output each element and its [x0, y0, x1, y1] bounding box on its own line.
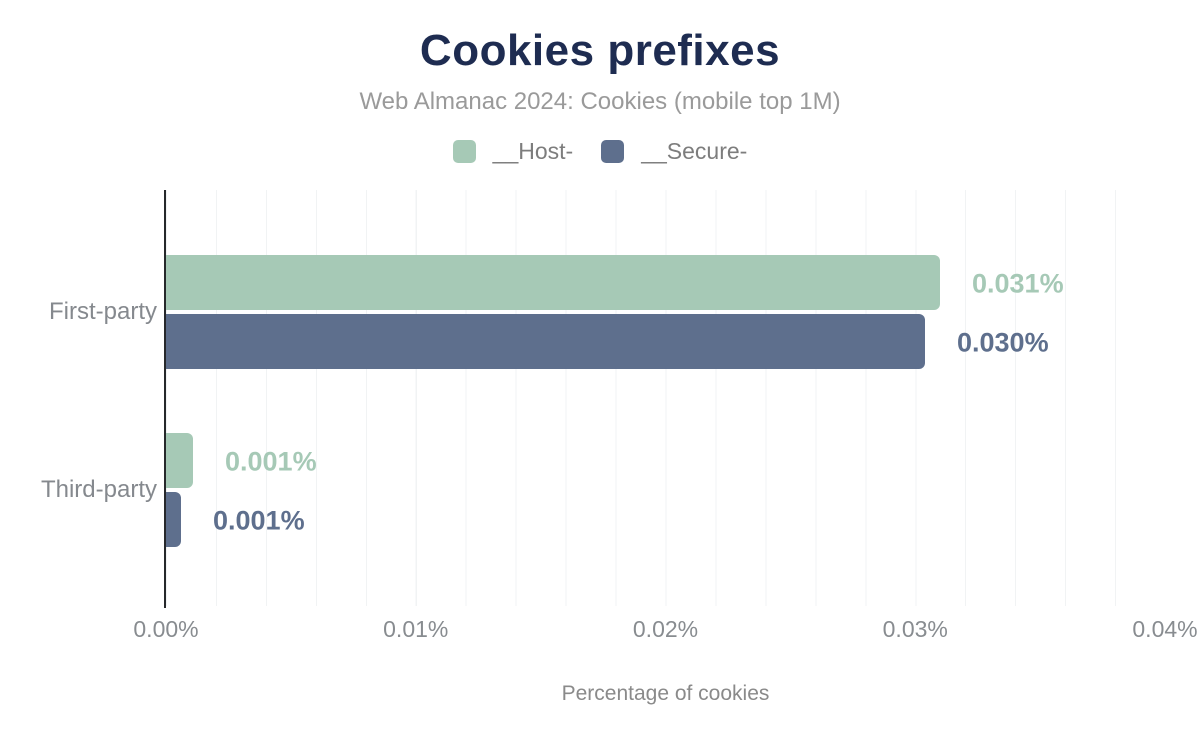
legend-swatch-icon [601, 140, 625, 163]
x-tick-label-0: 0.00% [133, 616, 199, 642]
bar-value-label: 0.031% [972, 268, 1064, 298]
legend-item-host[interactable]: __Host- [452, 138, 574, 165]
x-tick-label-3: 0.03% [882, 616, 948, 642]
chart-subtitle: Web Almanac 2024: Cookies (mobile top 1M… [359, 88, 841, 115]
bar-value-label: 0.001% [225, 446, 317, 476]
x-tick-label-1: 0.01% [383, 616, 449, 642]
legend-label: __Host- [492, 138, 574, 164]
x-axis-title: Percentage of cookies [561, 682, 770, 705]
bar-third-party-host[interactable] [166, 433, 193, 488]
plot-area: 0.031% 0.001% 0.030% 0.001% [166, 190, 1165, 606]
bar-third-party-secure[interactable] [166, 492, 181, 547]
bar-first-party-host[interactable] [166, 255, 940, 310]
legend-item-secure[interactable]: __Secure- [601, 138, 747, 165]
bar-value-label: 0.030% [957, 327, 1049, 357]
y-axis-line [164, 190, 166, 608]
x-tick-label-4: 0.04% [1132, 616, 1198, 642]
bar-first-party-secure[interactable] [166, 314, 925, 369]
legend-swatch-icon [452, 140, 476, 163]
x-tick-label-2: 0.02% [632, 616, 699, 642]
bar-value-label: 0.001% [213, 505, 305, 535]
category-label-first-party: First-party [49, 298, 157, 325]
chart-title: Cookies prefixes [419, 26, 781, 75]
legend-label: __Secure- [641, 138, 748, 164]
legend: __Host- __Secure- [0, 138, 1200, 165]
category-label-third-party: Third-party [40, 476, 157, 503]
